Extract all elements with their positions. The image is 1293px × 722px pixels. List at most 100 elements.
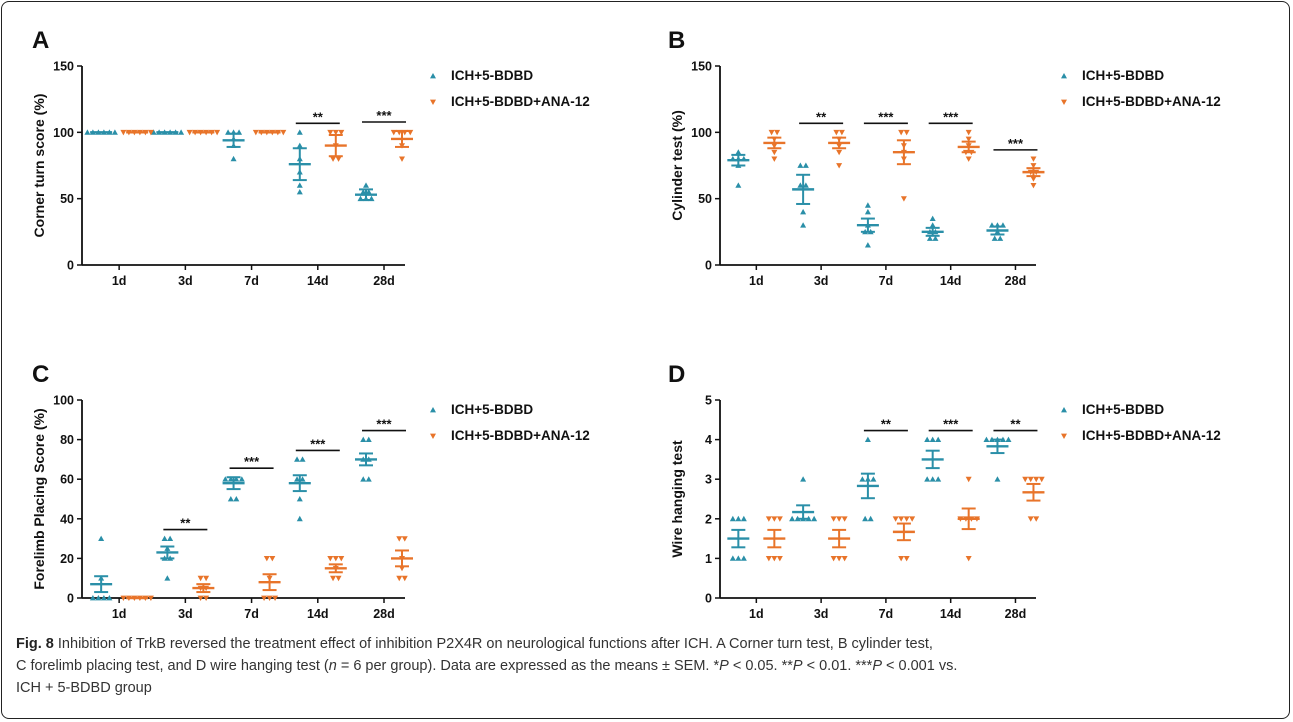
data-point bbox=[296, 142, 303, 148]
y-tick-label: 150 bbox=[691, 60, 712, 74]
data-point bbox=[95, 595, 102, 601]
data-point bbox=[802, 162, 809, 168]
data-point bbox=[164, 575, 171, 581]
data-point bbox=[735, 149, 742, 155]
data-point bbox=[735, 182, 742, 188]
y-tick-label: 100 bbox=[53, 126, 74, 140]
data-point bbox=[768, 129, 775, 136]
x-tick-label: 1d bbox=[749, 274, 764, 288]
data-point bbox=[929, 215, 936, 221]
data-point bbox=[735, 515, 742, 522]
data-point bbox=[841, 516, 848, 522]
data-point bbox=[252, 129, 259, 136]
data-point bbox=[836, 163, 843, 169]
data-point bbox=[401, 575, 408, 582]
data-point bbox=[800, 208, 807, 215]
y-tick-label: 80 bbox=[60, 433, 74, 447]
data-point bbox=[864, 208, 871, 215]
data-point bbox=[150, 129, 157, 135]
data-point bbox=[862, 515, 869, 522]
data-point bbox=[1030, 163, 1037, 169]
y-axis-label: Corner turn score (%) bbox=[31, 94, 47, 238]
panel-label: C bbox=[32, 361, 49, 388]
data-point bbox=[903, 556, 910, 562]
data-point bbox=[296, 189, 303, 195]
data-point bbox=[965, 129, 972, 136]
data-point bbox=[965, 556, 972, 562]
data-point bbox=[1027, 516, 1034, 522]
data-point bbox=[111, 129, 118, 135]
data-point bbox=[729, 555, 736, 561]
data-point bbox=[929, 222, 936, 228]
significance-label: ** bbox=[313, 109, 324, 124]
data-point bbox=[800, 222, 807, 228]
data-point bbox=[365, 189, 372, 195]
caption-line2d: < 0.01. *** bbox=[802, 658, 873, 674]
y-tick-label: 50 bbox=[60, 192, 74, 206]
legend-label: ICH+5-BDBD bbox=[1082, 68, 1164, 83]
data-point bbox=[238, 476, 245, 482]
data-point bbox=[263, 556, 270, 562]
x-tick-label: 7d bbox=[879, 607, 894, 621]
x-tick-label: 14d bbox=[940, 607, 962, 621]
data-point bbox=[294, 456, 301, 462]
legend-marker bbox=[1061, 73, 1067, 79]
data-point bbox=[272, 595, 279, 601]
data-point bbox=[811, 515, 818, 522]
x-tick-label: 3d bbox=[814, 274, 829, 288]
data-point bbox=[203, 595, 210, 601]
data-point bbox=[335, 156, 342, 162]
data-point bbox=[900, 196, 907, 202]
data-point bbox=[197, 575, 204, 582]
data-point bbox=[926, 235, 933, 241]
data-point bbox=[1033, 516, 1040, 522]
y-tick-label: 5 bbox=[705, 394, 712, 408]
y-tick-label: 0 bbox=[67, 259, 74, 273]
y-tick-label: 4 bbox=[705, 433, 712, 447]
data-point bbox=[261, 595, 268, 601]
data-point bbox=[994, 476, 1001, 482]
data-point bbox=[898, 129, 905, 136]
legend-label: ICH+5-BDBD bbox=[1082, 402, 1164, 417]
data-point bbox=[771, 516, 778, 522]
y-tick-label: 0 bbox=[67, 592, 74, 606]
data-point bbox=[903, 129, 910, 136]
data-point bbox=[1022, 476, 1029, 483]
data-point bbox=[296, 182, 303, 188]
y-tick-label: 100 bbox=[53, 394, 74, 408]
data-point bbox=[903, 516, 910, 522]
legend-marker bbox=[430, 407, 436, 413]
data-point bbox=[1005, 436, 1012, 442]
significance-label: *** bbox=[878, 109, 894, 124]
data-point bbox=[89, 595, 96, 601]
legend-label: ICH+5-BDBD+ANA-12 bbox=[451, 94, 590, 109]
x-tick-label: 3d bbox=[178, 607, 193, 621]
panel-b: B Cylinder test (%) 0 50 100 150 1d 3d 7d 14d 28d *… bbox=[668, 27, 1221, 288]
data-point bbox=[296, 496, 303, 502]
data-point bbox=[106, 595, 113, 601]
legend-marker bbox=[430, 99, 436, 105]
y-tick-label: 20 bbox=[60, 552, 74, 566]
data-point bbox=[859, 476, 866, 482]
significance-label: ** bbox=[881, 417, 892, 432]
caption-line2b: = 6 per group). Data are expressed as th… bbox=[336, 658, 720, 674]
x-tick-label: 7d bbox=[244, 274, 259, 288]
data-point bbox=[233, 476, 240, 482]
data-point bbox=[401, 536, 408, 542]
x-tick-label: 14d bbox=[307, 274, 329, 288]
caption-line1: Inhibition of TrkB reversed the treatmen… bbox=[57, 636, 933, 652]
data-point bbox=[776, 516, 783, 522]
data-point bbox=[771, 156, 778, 162]
data-point bbox=[84, 129, 91, 135]
data-point bbox=[965, 476, 972, 483]
caption-p2: P bbox=[792, 658, 803, 674]
x-tick-label: 28d bbox=[1005, 274, 1027, 288]
legend-marker bbox=[430, 73, 436, 79]
data-point bbox=[797, 182, 804, 188]
x-tick-label: 7d bbox=[879, 274, 894, 288]
significance-label: *** bbox=[376, 108, 392, 123]
data-point bbox=[1030, 176, 1037, 182]
data-point bbox=[269, 556, 276, 562]
data-point bbox=[836, 516, 843, 522]
